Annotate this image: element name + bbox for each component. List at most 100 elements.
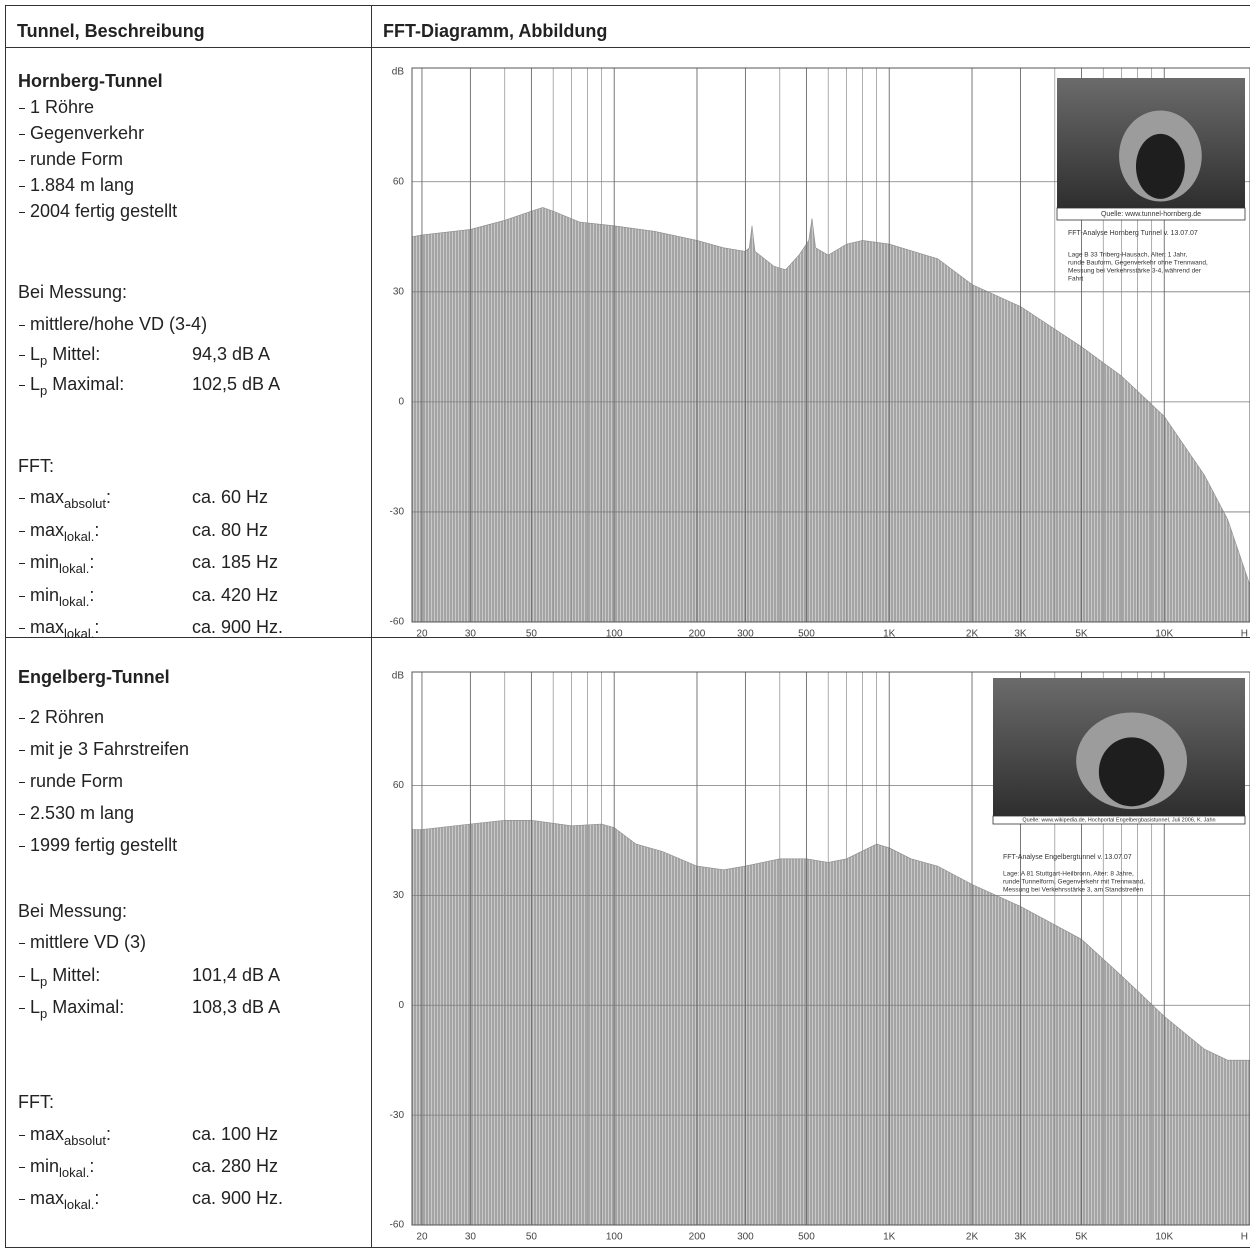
item-subscript: p (40, 1006, 47, 1021)
bullet (19, 1167, 25, 1168)
y-tick-label: 0 (398, 1000, 404, 1011)
feature: 1.884 m lang (30, 174, 134, 196)
item-subscript: absolut (64, 496, 106, 511)
bullet (19, 498, 25, 499)
bullet (19, 1008, 25, 1009)
x-tick-label: 2K (966, 1232, 979, 1243)
bullet (19, 325, 25, 326)
item-value: ca. 900 Hz. (192, 1187, 283, 1209)
feature: 2004 fertig gestellt (30, 200, 177, 222)
item-value: ca. 280 Hz (192, 1155, 278, 1177)
x-tick-label: 30 (465, 1232, 477, 1243)
section-heading: Bei Messung: (18, 900, 127, 922)
item-value: 101,4 dB A (192, 964, 280, 986)
item-subscript: lokal. (59, 594, 89, 609)
bullet (19, 531, 25, 532)
item-base: L (30, 965, 40, 985)
list-item: maxlokal.:ca. 80 Hz (30, 519, 350, 541)
photo-tunnel-mouth (1136, 134, 1185, 199)
x-tick-label: 20 (416, 629, 428, 637)
item-base: max (30, 1124, 64, 1144)
item-label: : (89, 1156, 94, 1176)
x-tick-label: 50 (526, 1232, 538, 1243)
feature: runde Form (30, 770, 123, 792)
x-tick-label: 200 (689, 629, 706, 637)
bullet (19, 943, 25, 944)
item-value: 94,3 dB A (192, 343, 270, 365)
bullet (19, 355, 25, 356)
feature: runde Form (30, 148, 123, 170)
item-base: min (30, 1156, 59, 1176)
list-item: Lp Mittel: 94,3 dB A (30, 343, 350, 365)
x-tick-label: 50 (526, 629, 538, 637)
item-label: : (106, 487, 111, 507)
inset-description: Lage: A 81 Stuttgart-Heilbronn, Alter: 8… (1003, 871, 1134, 878)
x-tick-label: 1K (883, 1232, 896, 1243)
table-border (5, 5, 6, 1248)
feature: Gegenverkehr (30, 122, 144, 144)
x-tick-label: 5K (1075, 1232, 1088, 1243)
feature: 2.530 m lang (30, 802, 134, 824)
x-tick-label: 300 (737, 629, 754, 637)
item-value: ca. 100 Hz (192, 1123, 278, 1145)
y-tick-label: 0 (398, 397, 404, 408)
list-item: maxlokal.: ca. 900 Hz. (30, 1187, 350, 1209)
bullet (19, 134, 25, 135)
tunnel-title: Engelberg-Tunnel (18, 666, 170, 688)
item-subscript: lokal. (64, 1197, 94, 1212)
x-tick-label: 3K (1014, 1232, 1027, 1243)
item-subscript: lokal. (64, 626, 94, 641)
item-base: min (30, 585, 59, 605)
section-heading: FFT: (18, 455, 54, 477)
item-base: L (30, 344, 40, 364)
x-tick-label: 30 (465, 629, 477, 637)
x-tick-label: 100 (606, 629, 623, 637)
inset-description: Messung bei Verkehrsstärke 3, am Standst… (1003, 887, 1144, 894)
list-item: minlokal.:ca. 420 Hz (30, 584, 350, 606)
item-subscript: p (40, 974, 47, 989)
bullet (19, 1199, 25, 1200)
feature: 2 Röhren (30, 706, 104, 728)
feature: mit je 3 Fahrstreifen (30, 738, 189, 760)
item-subscript: p (40, 353, 47, 368)
x-tick-label: 1K (883, 629, 896, 637)
photo-caption: Quelle: www.tunnel-hornberg.de (1101, 211, 1201, 218)
bullet (19, 385, 25, 386)
y-tick-label: -30 (390, 1110, 405, 1121)
inset-description: Fahrt (1068, 276, 1083, 283)
item-label: Maximal: (52, 374, 124, 394)
item-base: L (30, 374, 40, 394)
item-subscript: p (40, 383, 47, 398)
item-base: max (30, 617, 64, 637)
x-tick-label: 10K (1155, 1232, 1173, 1243)
item-label: Mittel: (52, 344, 100, 364)
item-value: ca. 420 Hz (192, 584, 278, 606)
item-value: ca. 60 Hz (192, 486, 268, 508)
bullet (19, 186, 25, 187)
table-border (5, 1247, 1250, 1248)
item-subscript: lokal. (59, 561, 89, 576)
item-base: L (30, 997, 40, 1017)
x-unit-label: H (1241, 629, 1248, 637)
item-base: max (30, 487, 64, 507)
item-label: : (94, 1188, 99, 1208)
item-value: 108,3 dB A (192, 996, 280, 1018)
y-tick-label: -30 (390, 507, 405, 518)
list-item: minlokal.:ca. 185 Hz (30, 551, 350, 573)
bullet (19, 814, 25, 815)
item-base: max (30, 1188, 64, 1208)
feature: 1 Röhre (30, 96, 94, 118)
x-tick-label: 5K (1075, 629, 1088, 637)
item-label: : (89, 552, 94, 572)
y-axis-label: dB (392, 671, 405, 682)
x-tick-label: 500 (798, 1232, 815, 1243)
section-heading: FFT: (18, 1091, 54, 1113)
inset-description: Lage B 33 Triberg-Hausach, Alter: 1 Jahr… (1068, 252, 1187, 259)
photo-tunnel-mouth (1099, 737, 1165, 806)
item-value: ca. 185 Hz (192, 551, 278, 573)
tunnel-title: Hornberg-Tunnel (18, 70, 163, 92)
item-value: 102,5 dB A (192, 373, 280, 395)
x-tick-label: 20 (416, 1232, 428, 1243)
